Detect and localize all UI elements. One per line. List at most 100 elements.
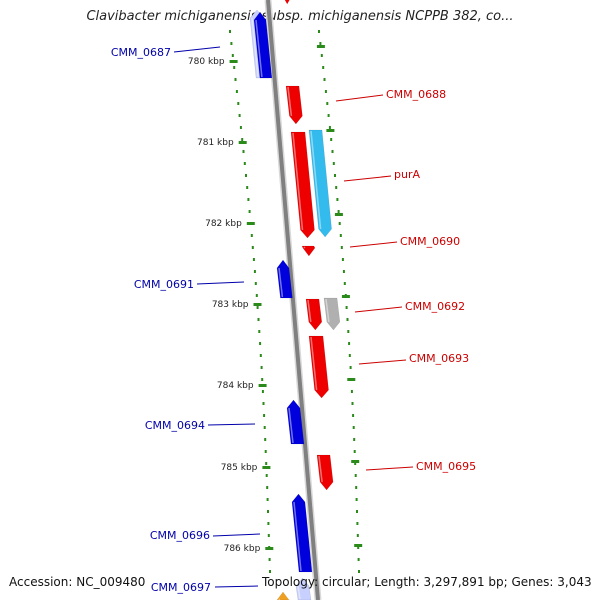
gene-label-pura[interactable]: purA	[394, 168, 420, 181]
outer-ruler-dot	[356, 510, 358, 513]
outer-ruler-dot	[336, 198, 339, 201]
gene-cmm-0696-shine	[293, 501, 302, 572]
outer-ruler-dot	[347, 330, 350, 333]
gene-cmm-0689[interactable]	[290, 131, 315, 239]
outer-ruler-dot	[358, 570, 360, 573]
inner-ruler-dot	[233, 66, 236, 69]
outer-ruler-dot	[331, 150, 334, 153]
inner-ruler-dot	[241, 138, 244, 141]
inner-ruler-dot	[259, 342, 262, 345]
gene-cmm-0696[interactable]	[291, 493, 313, 573]
gene-pale-0687-shine	[251, 17, 259, 78]
inner-ruler-dot	[268, 558, 271, 561]
gene-cmm-0691-shine	[278, 267, 284, 298]
label-leader-line	[214, 585, 259, 588]
outer-ruler-dot	[349, 366, 352, 369]
gene-cmm-0695[interactable]	[316, 454, 334, 491]
gene-label-cmm-0690[interactable]: CMM_0690	[400, 235, 460, 248]
inner-ruler-dot	[269, 570, 271, 573]
label-leader-line	[212, 533, 261, 537]
gene-fragment[interactable]	[282, 0, 292, 5]
gene-cmm-0693-shine	[310, 336, 318, 391]
label-leader-line	[365, 466, 414, 471]
backbone	[264, 0, 322, 600]
gene-cmm-0690-shine	[303, 246, 306, 249]
inner-ruler-dot	[259, 354, 262, 357]
label-leader-line	[343, 175, 392, 182]
gene-cmm-0694[interactable]	[286, 399, 305, 445]
gene-orange[interactable]	[276, 591, 290, 600]
inner-ruler-dot	[267, 534, 270, 537]
outer-ruler-dot	[355, 498, 358, 501]
inner-ruler-dot	[246, 186, 249, 189]
outer-tick-mark	[326, 129, 335, 132]
inner-ruler-dot	[250, 234, 253, 237]
outer-ruler-dot	[323, 78, 326, 81]
gene-cmm-0693[interactable]	[308, 335, 329, 399]
outer-ruler-dot	[352, 426, 355, 429]
outer-tick-mark	[351, 460, 360, 463]
inner-ruler-dot	[264, 450, 267, 453]
gene-cmm-0688-shine	[287, 86, 293, 117]
gene-label-cmm-0691[interactable]: CMM_0691	[134, 278, 194, 291]
gene-cmm-0692-shine	[307, 299, 312, 323]
label-leader-line	[335, 94, 384, 102]
gene-label-cmm-0694[interactable]: CMM_0694	[145, 419, 205, 432]
tick-label: 785 kbp	[221, 463, 258, 473]
outer-tick-mark	[334, 213, 343, 216]
gene-label-cmm-0697[interactable]: CMM_0697	[151, 581, 211, 594]
outer-ruler-dot	[337, 210, 340, 213]
gene-cmm-0691[interactable]	[276, 259, 293, 299]
tick-label: 781 kbp	[197, 138, 234, 148]
outer-ruler-dot	[354, 474, 357, 477]
inner-ruler-dot	[230, 42, 233, 45]
label-leader-line	[207, 423, 256, 426]
gene-cmm-0687[interactable]	[253, 11, 273, 79]
inner-ruler-dot	[253, 270, 256, 273]
gene-cmm-0692[interactable]	[305, 298, 323, 331]
topology-text: Topology: circular; Length: 3,297,891 bp…	[262, 575, 592, 589]
inner-ruler-dot	[231, 54, 234, 57]
outer-ruler-dot	[341, 258, 344, 261]
outer-ruler-dot	[353, 438, 356, 441]
gene-label-cmm-0692[interactable]: CMM_0692	[405, 300, 465, 313]
gene-pale-0697[interactable]	[295, 577, 312, 600]
inner-ruler-dot	[264, 438, 267, 441]
gene-label-cmm-0693[interactable]: CMM_0693	[409, 352, 469, 365]
gene-label-cmm-0687[interactable]: CMM_0687	[111, 46, 171, 59]
inner-ruler-dot	[245, 174, 247, 177]
inner-ruler-dot	[243, 162, 246, 165]
outer-ruler-dot	[332, 162, 335, 165]
gene-labels: CMM_0687 CMM_0688 purA CMM_0690 CMM_0691 CMM_…	[111, 46, 476, 594]
outer-ruler-dot	[357, 558, 360, 561]
gene-cmm-0688[interactable]	[285, 85, 303, 125]
tick-label: 780 kbp	[188, 57, 225, 67]
inner-ruler-dot	[256, 306, 259, 309]
gene-label-cmm-0688[interactable]: CMM_0688	[386, 88, 446, 101]
tick-mark	[253, 303, 262, 306]
outer-ruler-dot	[326, 102, 329, 105]
outer-ruler-dot	[328, 126, 331, 129]
inner-ruler-dot	[234, 78, 237, 81]
gene-cmm-0690[interactable]	[301, 245, 316, 257]
outer-ruler-dot	[356, 534, 359, 537]
tick-mark	[229, 60, 238, 63]
inner-ruler-dot	[262, 402, 265, 405]
outer-ruler-dot	[343, 282, 346, 285]
outer-ruler-dot	[345, 306, 348, 309]
gene-gray[interactable]	[323, 297, 341, 331]
inner-ruler-dot	[263, 426, 266, 429]
gene-pura[interactable]	[308, 129, 332, 238]
outer-tick-mark	[316, 45, 325, 48]
inner-ruler-dot	[248, 210, 251, 213]
inner-ruler-dot	[261, 390, 264, 393]
outer-ruler-dot	[322, 66, 325, 69]
inner-ruler-dot	[242, 150, 245, 153]
gene-label-cmm-0695[interactable]: CMM_0695	[416, 460, 476, 473]
inner-ruler-dot	[265, 462, 268, 465]
label-leader-line	[354, 306, 403, 313]
tick-mark	[265, 547, 274, 550]
outer-ruler-dot	[342, 270, 345, 273]
gene-label-cmm-0696[interactable]: CMM_0696	[150, 529, 210, 542]
tick-label: 784 kbp	[217, 381, 254, 391]
